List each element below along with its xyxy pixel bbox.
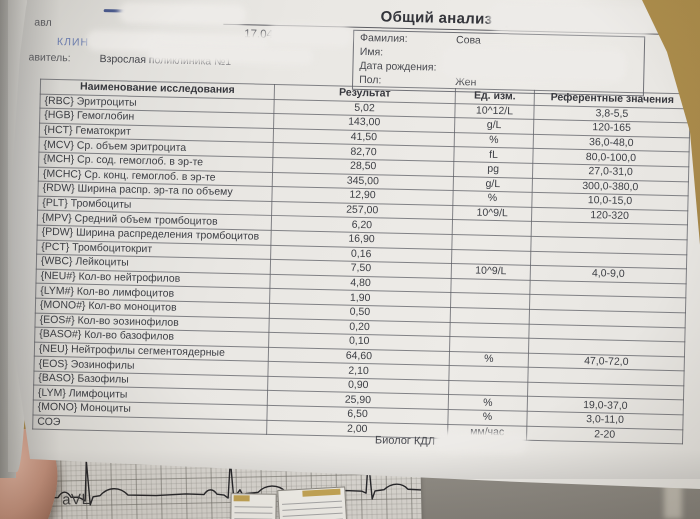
redaction-blob bbox=[436, 433, 526, 451]
provider-label: авитель: bbox=[28, 51, 71, 65]
birthdate-label: Дата рождения: bbox=[359, 59, 437, 74]
ecg-trace bbox=[35, 458, 422, 506]
firstname-label: Имя: bbox=[359, 45, 384, 59]
redaction-blob bbox=[121, 4, 244, 24]
lastname-value: Сова bbox=[455, 34, 481, 47]
results-table: Наименование исследования Результат Ед. … bbox=[32, 79, 691, 445]
small-paper-photo bbox=[230, 493, 277, 519]
sex-value: Жен bbox=[454, 76, 477, 89]
biologist-signature: Биолог КДЛ bbox=[374, 434, 436, 448]
header-fragment: авл bbox=[34, 16, 52, 29]
redaction-blob bbox=[268, 26, 350, 45]
ecg-lead-label: aVL bbox=[61, 490, 91, 509]
sex-label: Пол: bbox=[359, 73, 382, 87]
clinic-stamp-fragment: КЛИН bbox=[56, 36, 90, 49]
ecg-strip: aVL bbox=[35, 447, 422, 519]
lastname-label: Фамилия: bbox=[359, 31, 408, 45]
reference-range: 2-20 bbox=[526, 425, 683, 445]
paper-photo-header bbox=[233, 495, 250, 502]
paper-photo-header bbox=[302, 488, 341, 497]
small-paper-photo bbox=[277, 486, 348, 519]
redaction-blob bbox=[491, 4, 652, 33]
redaction-blob bbox=[443, 47, 624, 80]
